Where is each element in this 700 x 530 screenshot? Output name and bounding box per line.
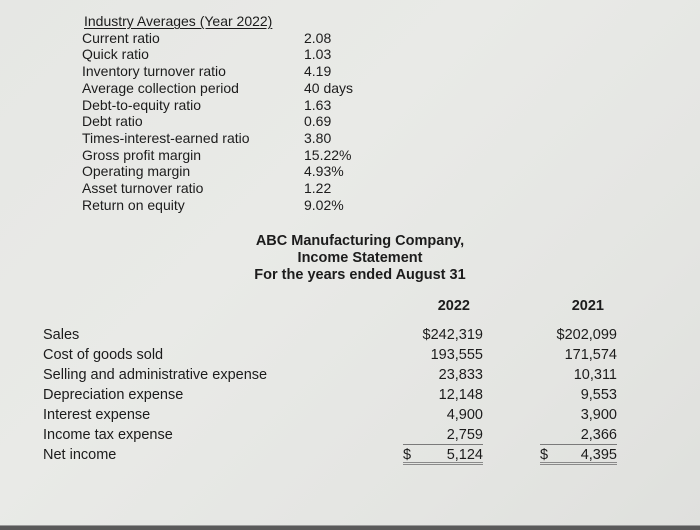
ratio-value: 0.69 — [304, 113, 332, 130]
ratio-row: Asset turnover ratio 1.22 — [82, 180, 353, 197]
value-cell: 12,148 — [438, 387, 483, 403]
ratio-label: Quick ratio — [82, 46, 149, 63]
company-name: ABC Manufacturing Company, — [255, 233, 465, 249]
ratio-value: 2.08 — [304, 29, 332, 46]
value-cell: 3,900 — [580, 407, 617, 423]
ratio-value: 1.22 — [304, 180, 332, 197]
ratio-value: 15.22% — [304, 146, 352, 163]
value-cell: 9,553 — [580, 387, 617, 403]
value-cell-underlined: 2,366 — [540, 425, 617, 445]
column-2021-values: $202,099 171,574 10,311 9,553 3,900 2,36… — [540, 325, 617, 465]
value-cell-underlined: 2,759 — [403, 425, 483, 445]
income-statement-heading: ABC Manufacturing Company, Income Statem… — [230, 233, 490, 284]
ratio-row: Operating margin 4.93% — [82, 163, 353, 180]
ratio-row: Debt-to-equity ratio 1.63 — [82, 97, 353, 114]
ratio-value: 40 days — [304, 79, 354, 96]
line-item-label: Cost of goods sold — [43, 347, 164, 363]
line-item-label: Selling and administrative expense — [43, 367, 268, 383]
net-income-cell: $ 4,395 — [540, 445, 617, 465]
statement-title: Income Statement — [297, 250, 423, 266]
ratio-label: Debt ratio — [82, 113, 143, 130]
column-2022-values: $242,319 193,555 23,833 12,148 4,900 2,7… — [403, 325, 483, 465]
ratio-label: Asset turnover ratio — [82, 180, 204, 197]
net-income-value: 4,395 — [580, 446, 617, 463]
bottom-edge-divider — [0, 525, 700, 530]
value-cell: $242,319 — [422, 327, 483, 343]
ratio-row: Inventory turnover ratio 4.19 — [82, 63, 353, 80]
value-cell: 171,574 — [564, 347, 617, 363]
value-cell: 4,900 — [446, 407, 483, 423]
currency-symbol: $ — [540, 446, 549, 463]
industry-averages-table: Industry Averages (Year 2022) Current ra… — [82, 13, 353, 213]
ratio-label: Inventory turnover ratio — [82, 63, 226, 80]
ratio-label: Times-interest-earned ratio — [82, 129, 250, 146]
ratio-label: Operating margin — [82, 163, 191, 180]
currency-symbol: $ — [403, 446, 412, 463]
ratio-row: Return on equity 9.02% — [82, 197, 353, 214]
ratio-label: Average collection period — [82, 79, 239, 96]
value-cell: $202,099 — [556, 327, 617, 343]
ratio-label: Gross profit margin — [82, 146, 202, 163]
ratio-value: 1.63 — [304, 96, 332, 113]
value-cell: 193,555 — [430, 347, 483, 363]
column-header-2022: 2022 — [437, 298, 470, 314]
ratio-label: Return on equity — [82, 196, 185, 213]
statement-period: For the years ended August 31 — [254, 267, 466, 283]
line-item-label: Sales — [43, 327, 80, 343]
ratio-value: 9.02% — [304, 196, 344, 213]
line-item-label: Net income — [43, 447, 117, 463]
column-header-2021: 2021 — [571, 298, 604, 314]
ratio-label: Current ratio — [82, 29, 160, 46]
ratio-row: Average collection period 40 days — [82, 80, 353, 97]
ratio-row: Debt ratio 0.69 — [82, 113, 353, 130]
line-item-label: Interest expense — [43, 407, 151, 423]
ratio-value: 4.19 — [304, 63, 332, 80]
line-item-label: Depreciation expense — [43, 387, 184, 403]
ratio-value: 3.80 — [304, 129, 332, 146]
industry-averages-title: Industry Averages (Year 2022) — [84, 13, 273, 29]
ratio-row: Quick ratio 1.03 — [82, 46, 353, 63]
net-income-cell: $ 5,124 — [403, 445, 483, 465]
ratio-row: Gross profit margin 15.22% — [82, 147, 353, 164]
line-item-labels: Sales Cost of goods sold Selling and adm… — [43, 325, 267, 465]
line-item-label: Income tax expense — [43, 427, 173, 443]
value-cell: 10,311 — [573, 367, 617, 383]
ratio-value: 1.03 — [304, 46, 332, 63]
value-cell: 23,833 — [438, 367, 483, 383]
ratio-value: 4.93% — [304, 163, 344, 180]
net-income-value: 5,124 — [446, 446, 483, 463]
ratio-row: Times-interest-earned ratio 3.80 — [82, 130, 353, 147]
ratio-label: Debt-to-equity ratio — [82, 96, 202, 113]
ratio-row: Current ratio 2.08 — [82, 30, 353, 47]
